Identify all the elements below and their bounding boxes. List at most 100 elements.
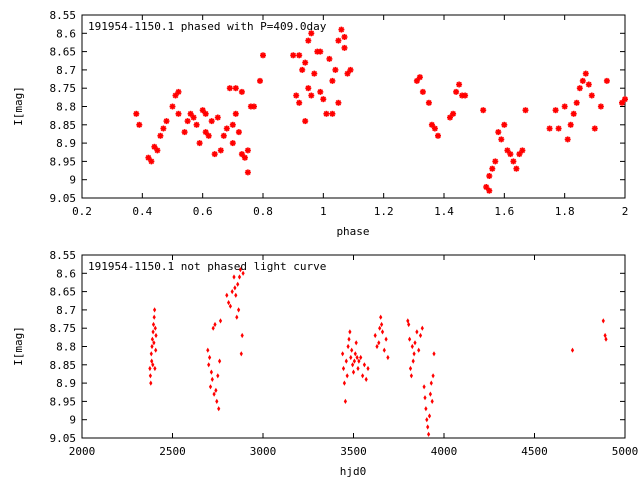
plot-frame (81, 14, 626, 199)
data-point (587, 91, 596, 100)
data-point (410, 343, 414, 350)
x-axis-ticks: 2000 2500 3000 3500 4000 4500 5000 (69, 255, 638, 458)
x-tick-label: 0.4 (132, 205, 152, 218)
data-point (428, 391, 432, 397)
data-point (581, 69, 590, 78)
chart-title: 191954-1150.1 phased with P=409.0day (88, 20, 327, 33)
x-tick-label: 1.6 (494, 205, 514, 218)
y-tick-label: 8.65 (50, 46, 77, 59)
data-point (210, 150, 219, 158)
data-point (229, 139, 237, 147)
data-point (434, 132, 442, 140)
data-points (148, 267, 608, 437)
data-point (220, 132, 228, 140)
x-tick-label: 1.2 (374, 205, 394, 218)
data-point (509, 157, 518, 166)
data-point (352, 358, 356, 364)
data-point (232, 274, 236, 280)
data-point (183, 117, 192, 125)
data-point (500, 121, 509, 129)
data-point (319, 95, 328, 103)
data-point (174, 88, 183, 96)
data-point (316, 47, 325, 56)
y-tick-label: 8.7 (56, 64, 76, 77)
data-point (341, 351, 345, 357)
data-point (244, 168, 252, 177)
data-point (328, 77, 337, 85)
data-point (225, 292, 229, 298)
y-axis-ticks: 8.55 8.6 8.65 8.7 8.75 8.8 8.85 8.9 8.95 9 9.05 (50, 9, 625, 205)
x-tick-label: 2000 (69, 445, 96, 458)
y-tick-label: 8.85 (50, 359, 77, 372)
x-tick-label: 0.8 (253, 205, 273, 218)
data-point (259, 51, 267, 60)
data-point (232, 110, 240, 118)
data-point (208, 354, 212, 361)
data-point (409, 373, 413, 379)
y-tick-label: 9 (69, 174, 76, 187)
data-point (301, 58, 310, 67)
data-point (355, 354, 359, 361)
data-point (375, 343, 379, 350)
data-point (432, 351, 436, 357)
data-points (132, 25, 629, 195)
data-point (213, 321, 217, 328)
data-point (168, 102, 177, 111)
data-point (415, 329, 419, 335)
data-point (295, 51, 304, 60)
y-tick-label: 9 (69, 414, 76, 427)
data-point (420, 325, 424, 331)
data-point (357, 358, 361, 364)
data-point (135, 121, 144, 129)
data-point (563, 135, 572, 144)
data-point (423, 395, 427, 401)
data-point (244, 146, 252, 155)
data-point (424, 406, 428, 412)
data-point (148, 365, 152, 372)
data-point (452, 88, 460, 96)
y-tick-label: 9.05 (50, 432, 77, 445)
data-point (359, 354, 363, 361)
data-point (238, 88, 246, 96)
data-point (310, 69, 319, 78)
data-point (228, 303, 232, 309)
data-point (316, 88, 325, 96)
data-point (569, 110, 578, 118)
x-tick-label: 0.2 (72, 205, 92, 218)
data-point (226, 84, 234, 92)
data-point (207, 117, 216, 125)
data-point (289, 51, 298, 60)
data-point (344, 358, 348, 364)
data-point (380, 329, 385, 335)
y-tick-label: 8.9 (56, 377, 76, 390)
data-point (378, 325, 382, 331)
data-point (206, 347, 210, 353)
data-point (545, 124, 554, 133)
data-point (151, 329, 155, 335)
data-point (356, 365, 360, 372)
data-point (425, 417, 429, 423)
data-point (354, 340, 358, 346)
data-point (497, 135, 506, 144)
data-point (211, 325, 215, 331)
data-point (412, 351, 416, 357)
y-tick-label: 8.8 (56, 341, 76, 354)
data-point (430, 398, 434, 404)
data-point (240, 332, 244, 339)
data-point (149, 351, 153, 357)
data-point (229, 121, 237, 129)
data-point (418, 332, 423, 339)
x-tick-label: 3000 (250, 445, 277, 458)
data-point (209, 369, 213, 375)
data-point (156, 132, 165, 140)
data-point (518, 146, 527, 155)
data-point (147, 157, 156, 166)
data-point (349, 354, 353, 361)
data-point (216, 373, 220, 379)
x-axis-label: phase (336, 225, 369, 238)
data-point (189, 113, 198, 122)
data-point (506, 150, 515, 158)
data-point (590, 124, 599, 133)
data-point (180, 128, 189, 136)
